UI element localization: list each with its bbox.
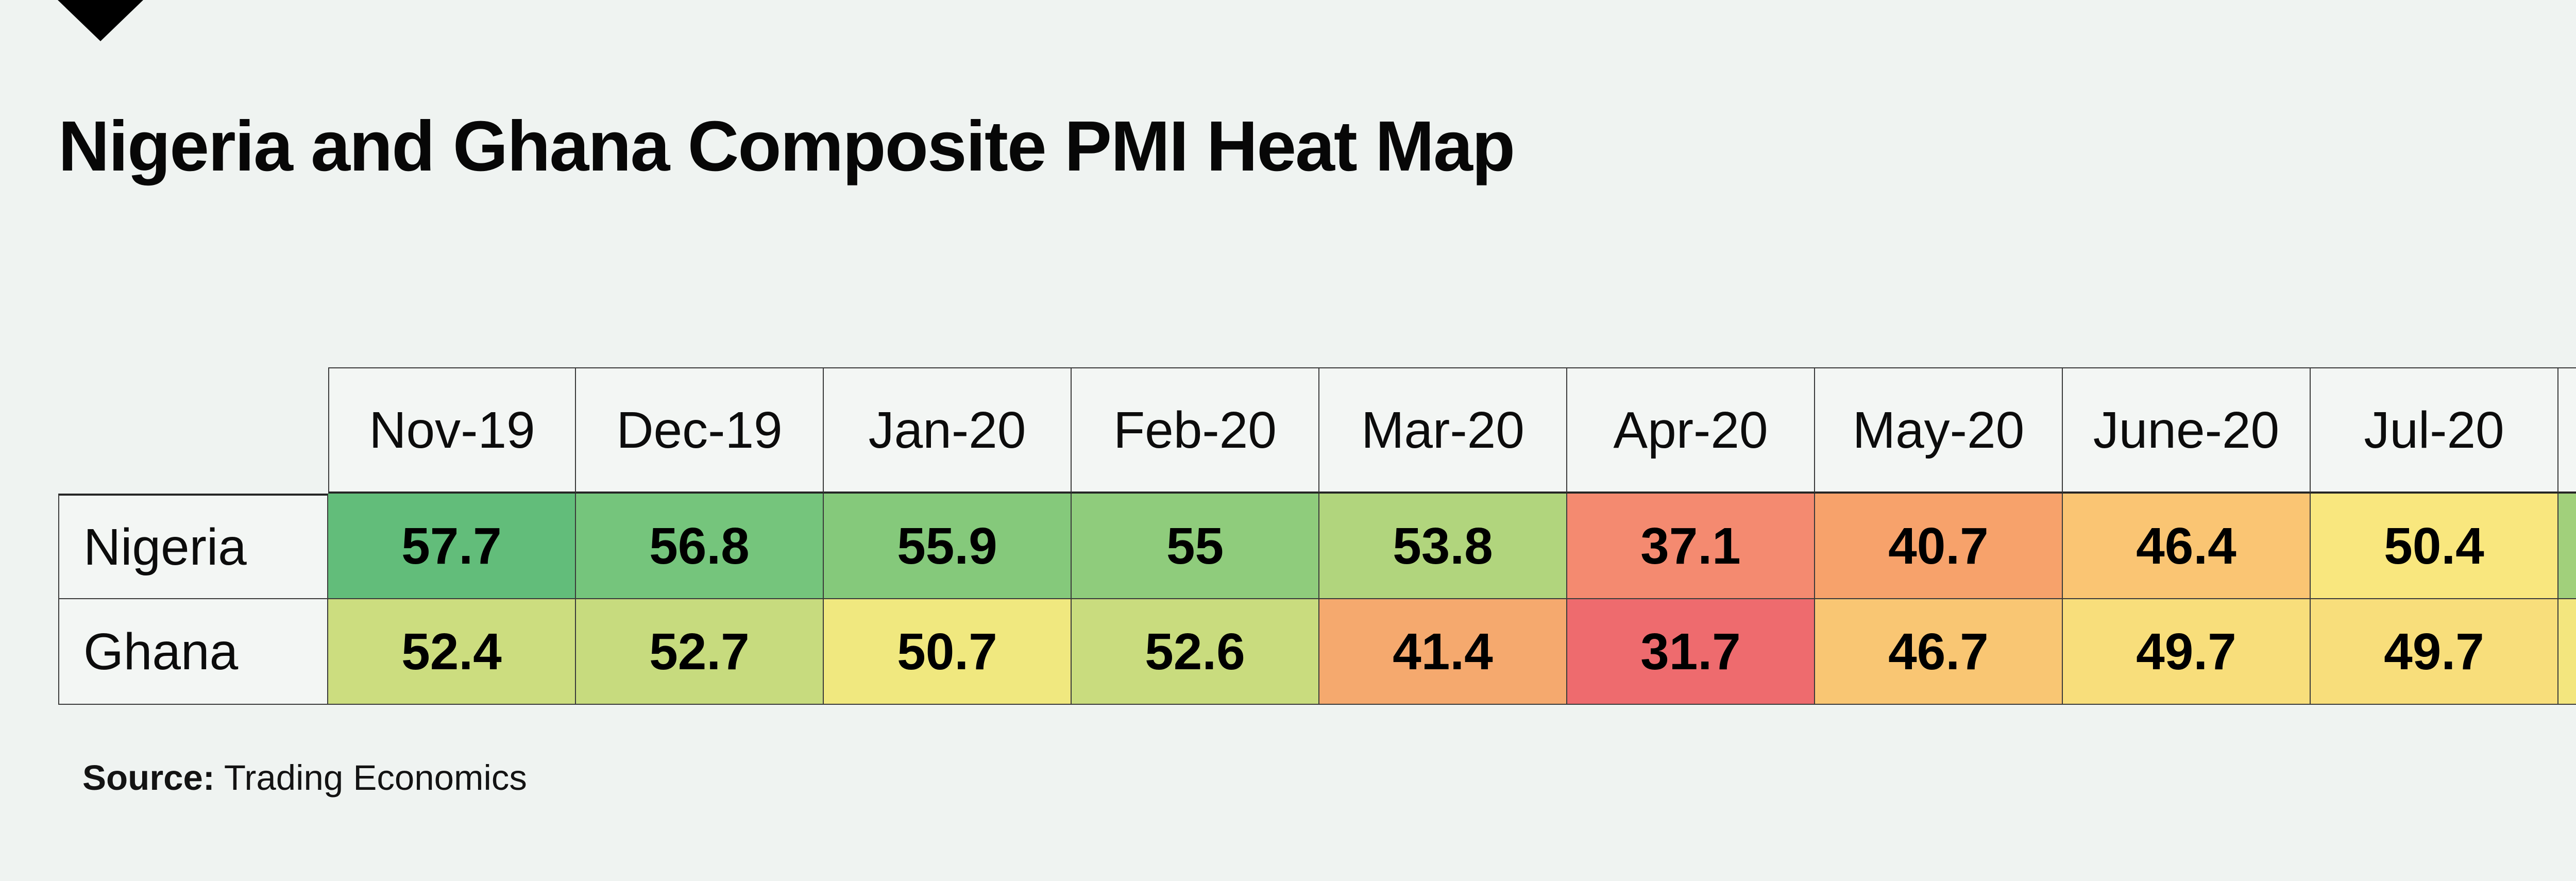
heatmap-cell: 56.8 [576, 494, 824, 599]
down-triangle-logo-icon [58, 0, 143, 41]
column-header: Jan-20 [824, 367, 1072, 494]
column-header: June-20 [2063, 367, 2311, 494]
heatmap-cell: 49.7 [2063, 599, 2311, 705]
heatmap-cell: 54.6 [2558, 494, 2576, 599]
heatmap-cell: 52.4 [328, 599, 576, 705]
heatmap-cell: 51.2 [2558, 599, 2576, 705]
source-attribution: Source: Trading Economics [82, 757, 527, 798]
column-header: May-20 [1815, 367, 2063, 494]
page-title: Nigeria and Ghana Composite PMI Heat Map [58, 107, 1515, 186]
pmi-heatmap-table: Nov-19 Dec-19 Jan-20 Feb-20 Mar-20 Apr-2… [58, 367, 2576, 705]
corner-cell [58, 367, 328, 494]
heatmap-cell: 50.4 [2311, 494, 2558, 599]
column-header: Mar-20 [1319, 367, 1567, 494]
heatmap-cell: 52.6 [1072, 599, 1319, 705]
row-label-nigeria: Nigeria [58, 494, 328, 599]
column-header: Nov-19 [328, 367, 576, 494]
column-header: Dec-19 [576, 367, 824, 494]
heatmap-cell: 49.7 [2311, 599, 2558, 705]
heatmap-cell: 31.7 [1567, 599, 1815, 705]
heatmap-cell: 53.8 [1319, 494, 1567, 599]
column-header: Feb-20 [1072, 367, 1319, 494]
heatmap-cell: 46.4 [2063, 494, 2311, 599]
source-label: Source: [82, 758, 215, 798]
row-label-ghana: Ghana [58, 599, 328, 705]
heatmap-cell: 41.4 [1319, 599, 1567, 705]
column-header: Aug-20 [2558, 367, 2576, 494]
heatmap-cell: 37.1 [1567, 494, 1815, 599]
column-header: Jul-20 [2311, 367, 2558, 494]
heatmap-cell: 50.7 [824, 599, 1072, 705]
heatmap-cell: 55 [1072, 494, 1319, 599]
heatmap-cell: 55.9 [824, 494, 1072, 599]
heatmap-cell: 46.7 [1815, 599, 2063, 705]
heatmap-cell: 52.7 [576, 599, 824, 705]
column-header: Apr-20 [1567, 367, 1815, 494]
heatmap-cell: 57.7 [328, 494, 576, 599]
source-text: Trading Economics [214, 758, 527, 798]
heatmap-cell: 40.7 [1815, 494, 2063, 599]
